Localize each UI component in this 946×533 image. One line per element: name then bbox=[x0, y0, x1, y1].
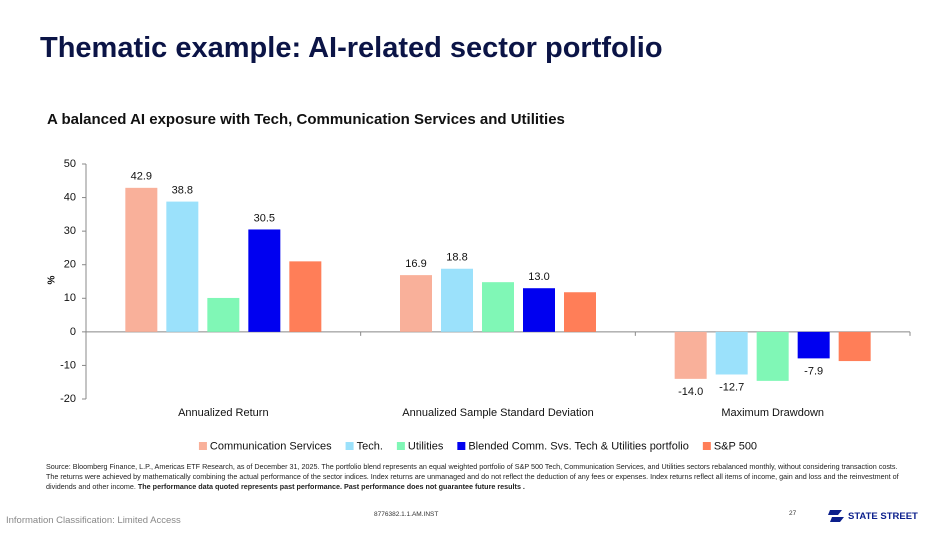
bar bbox=[715, 331, 748, 375]
bar bbox=[797, 331, 830, 359]
y-tick-label: 20 bbox=[64, 259, 76, 271]
data-label: -12.7 bbox=[719, 381, 744, 393]
bar bbox=[756, 331, 789, 381]
y-tick-label: 10 bbox=[64, 292, 76, 304]
y-tick-label: 40 bbox=[64, 191, 76, 203]
bar bbox=[166, 201, 199, 332]
y-axis-label: % bbox=[47, 275, 58, 284]
x-tick-label: Annualized Sample Standard Deviation bbox=[402, 407, 593, 419]
bar bbox=[838, 331, 871, 362]
y-tick-label: 0 bbox=[70, 326, 76, 338]
y-tick-label: 50 bbox=[64, 158, 76, 170]
legend-label: Blended Comm. Svs. Tech & Utilities port… bbox=[468, 440, 689, 452]
slide-title: Thematic example: AI-related sector port… bbox=[40, 32, 663, 64]
page-number: 27 bbox=[789, 510, 797, 517]
legend-swatch bbox=[457, 442, 466, 450]
data-label: 16.9 bbox=[405, 258, 426, 270]
bar bbox=[674, 331, 707, 379]
x-tick-label: Annualized Return bbox=[178, 407, 269, 419]
classification: Information Classification: Limited Acce… bbox=[6, 515, 181, 526]
chart-subtitle: A balanced AI exposure with Tech, Commun… bbox=[47, 111, 565, 128]
source-note: Source: Bloomberg Finance, L.P., America… bbox=[46, 462, 902, 492]
bar bbox=[482, 282, 514, 332]
data-label: -14.0 bbox=[678, 386, 703, 398]
bar bbox=[289, 261, 322, 332]
bar bbox=[248, 229, 281, 332]
legend-label: Tech. bbox=[357, 440, 383, 452]
data-label: 30.5 bbox=[254, 212, 275, 224]
y-tick-label: 30 bbox=[64, 225, 76, 237]
data-label: 18.8 bbox=[446, 252, 467, 264]
disclaimer: The performance data quoted represents p… bbox=[137, 482, 525, 491]
legend-label: Utilities bbox=[408, 440, 444, 452]
x-tick-label: Maximum Drawdown bbox=[721, 407, 824, 419]
data-label: -7.9 bbox=[804, 365, 823, 377]
logo-text: STATE STREET bbox=[848, 511, 918, 522]
data-label: 13.0 bbox=[528, 271, 549, 283]
bar bbox=[400, 275, 432, 332]
bar bbox=[125, 187, 158, 332]
y-tick-label: -20 bbox=[60, 393, 76, 405]
data-label: 42.9 bbox=[131, 171, 152, 183]
chart: % -20 -10 0 10 20 30 40 50 Annualized Return 42.9… bbox=[47, 158, 911, 452]
bar bbox=[523, 288, 555, 332]
legend-swatch bbox=[198, 442, 207, 450]
data-label: 38.8 bbox=[172, 185, 193, 197]
logo-icon bbox=[828, 510, 844, 522]
document-code: 8776382.1.1.AM.INST bbox=[374, 511, 439, 518]
legend-swatch bbox=[396, 442, 405, 450]
source-text: Source: Bloomberg Finance, L.P., America… bbox=[46, 462, 899, 491]
bar bbox=[564, 292, 596, 332]
y-tick-label: -10 bbox=[60, 359, 76, 371]
legend-swatch bbox=[702, 442, 711, 450]
bar bbox=[441, 268, 473, 332]
legend-swatch bbox=[345, 442, 354, 450]
bar bbox=[207, 297, 240, 332]
logo: STATE STREET bbox=[828, 510, 918, 522]
legend-label: Communication Services bbox=[210, 440, 332, 452]
legend-label: S&P 500 bbox=[714, 440, 757, 452]
